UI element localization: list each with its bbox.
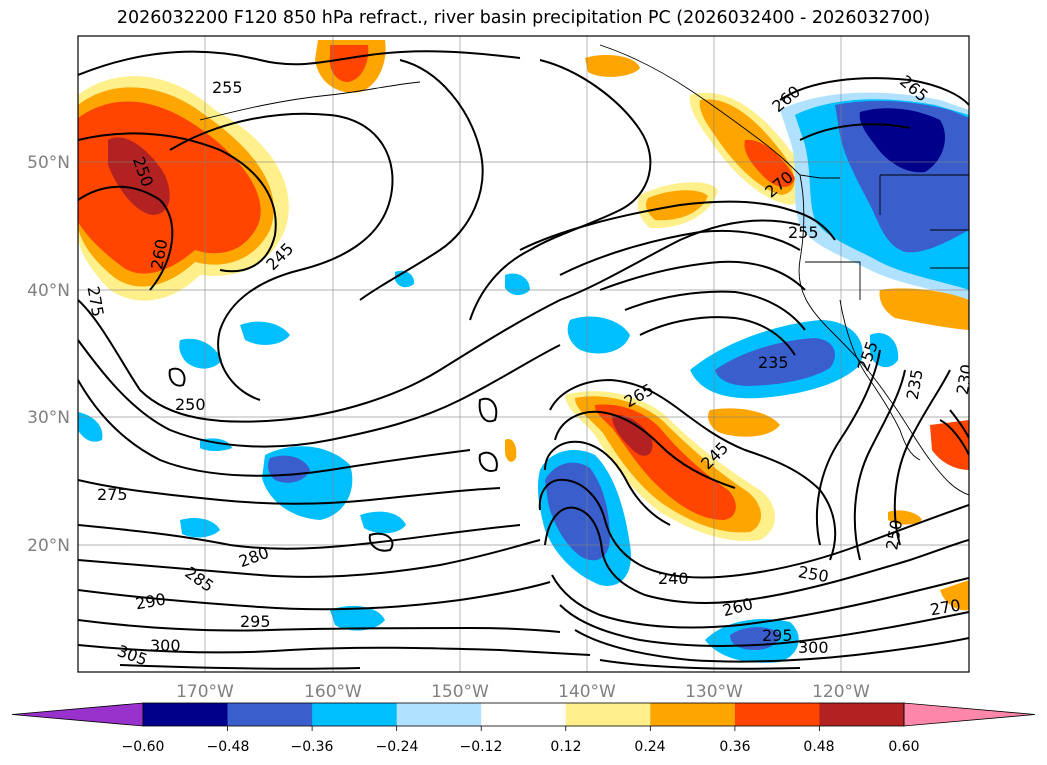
longitude-labels: 170°W 160°W 150°W 140°W 130°W 120°W [176, 682, 870, 702]
colorbar-extend-high [903, 702, 1036, 727]
shade-baja-orange2 [708, 408, 780, 437]
contour-label: 230 [953, 363, 977, 396]
colorbar-swatch [312, 703, 398, 726]
coastline [199, 44, 969, 496]
shade-w9-cyan [78, 412, 103, 442]
lat-label-30n: 30°N [27, 408, 70, 428]
contour-label: 255 [212, 78, 243, 97]
colorbar-swatch [143, 703, 229, 726]
refractivity-contours [78, 50, 969, 670]
colorbar-tick: 0.36 [719, 739, 750, 755]
lon-label-120w: 120°W [812, 682, 870, 702]
colorbar-swatch [396, 703, 482, 726]
lon-label-130w: 130°W [685, 682, 743, 702]
shade-sm-orange [888, 510, 922, 525]
shade-w2-cyan [179, 338, 222, 369]
shade-w3-cyan [240, 321, 290, 345]
colorbar-ticks: −0.60 −0.48 −0.36 −0.24 −0.12 0.12 0.24 … [122, 739, 920, 755]
contour-label: 295 [762, 626, 793, 645]
shade-c-cyan2 [567, 316, 630, 354]
contour-label: 240 [658, 569, 689, 588]
colorbar-swatch [227, 703, 313, 726]
colorbar-swatch [481, 703, 567, 726]
colorbar-extend-low [11, 702, 144, 727]
colorbar-frame [142, 702, 905, 727]
shade-baja-blue [870, 332, 899, 368]
lon-label-170w: 170°W [176, 682, 234, 702]
contour-label: 300 [150, 636, 181, 655]
shade-isl-orange [505, 439, 517, 462]
map-frame [77, 35, 970, 673]
colorbar-tick: −0.24 [376, 739, 419, 755]
lon-label-140w: 140°W [558, 682, 616, 702]
colorbar-tick: 0.12 [550, 739, 581, 755]
shade-pnw-red [744, 139, 795, 187]
shade-w6-cyan [330, 605, 385, 631]
colorbar-tick: −0.60 [122, 739, 165, 755]
shade-mx-orange [930, 420, 969, 470]
contour-label: 235 [758, 353, 789, 372]
shade-w4-cyan [180, 518, 220, 538]
contour-label: 300 [798, 638, 829, 657]
colorbar-tick: −0.12 [460, 739, 503, 755]
shade-plume-dark [612, 414, 653, 456]
lat-label-40n: 40°N [27, 281, 70, 301]
lat-label-50n: 50°N [27, 153, 70, 173]
contour-label: 250 [175, 395, 206, 414]
shade-c-blue [545, 462, 610, 561]
shade-n-red [329, 45, 369, 82]
contour-label: 295 [240, 612, 271, 631]
shade-ca-blue [715, 338, 835, 386]
shade-se-orange [940, 580, 969, 611]
colorbar [11, 702, 1036, 731]
colorbar-swatch [734, 703, 820, 726]
graticule [78, 36, 969, 672]
shade-baja-orange [879, 288, 969, 330]
colorbar-tick: −0.48 [207, 739, 250, 755]
contour-label: 275 [97, 485, 128, 504]
colorbar-tick: −0.36 [291, 739, 334, 755]
shade-w5-cyan [360, 511, 406, 534]
lat-label-20n: 20°N [27, 536, 70, 556]
colorbar-swatch [565, 703, 651, 726]
shade-ak-orange [585, 55, 640, 77]
colorbar-swatch [650, 703, 736, 726]
lon-label-150w: 150°W [431, 682, 489, 702]
contour-label: 255 [788, 223, 819, 242]
lon-label-160w: 160°W [304, 682, 362, 702]
colorbar-tick: 0.48 [803, 739, 834, 755]
colorbar-tick: 0.24 [634, 739, 665, 755]
colorbar-tick: 0.60 [888, 739, 919, 755]
map-title: 2026032200 F120 850 hPa refract., river … [116, 8, 931, 28]
colorbar-swatch [819, 703, 905, 726]
latitude-labels: 50°N 40°N 30°N 20°N [27, 153, 70, 556]
